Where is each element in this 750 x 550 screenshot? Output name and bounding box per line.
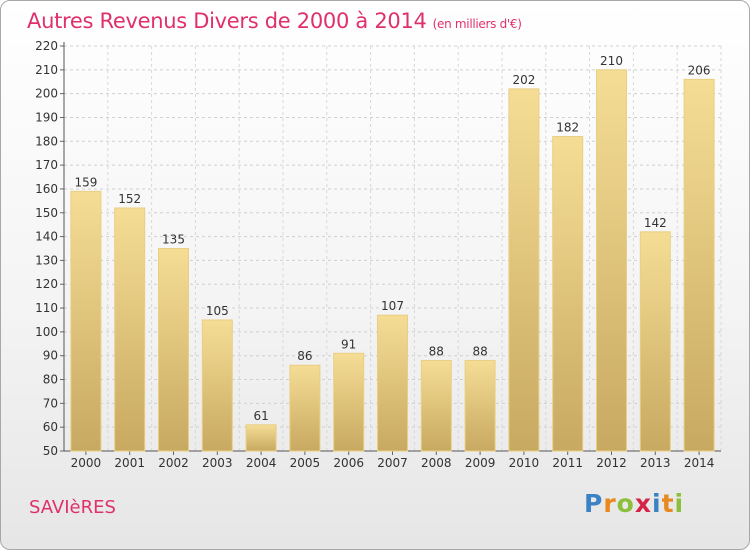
x-tick-label: 2014 <box>684 456 715 470</box>
bar-value-label: 86 <box>297 349 312 363</box>
x-tick-label: 2009 <box>465 456 496 470</box>
y-tick-label: 80 <box>43 373 58 387</box>
y-tick-label: 170 <box>35 158 58 172</box>
bar <box>158 248 189 452</box>
x-tick-label: 2002 <box>158 456 189 470</box>
bar <box>508 88 540 452</box>
bar-value-label: 159 <box>74 175 97 189</box>
bar-value-label: 206 <box>688 63 711 77</box>
y-tick-label: 160 <box>35 182 58 196</box>
y-tick-label: 210 <box>35 63 58 77</box>
x-tick-label: 2006 <box>333 456 364 470</box>
x-tick-label: 2000 <box>71 456 102 470</box>
bar-value-label: 210 <box>600 54 623 68</box>
bar-value-label: 182 <box>556 121 579 135</box>
bar <box>289 364 321 452</box>
y-tick-label: 100 <box>35 325 58 339</box>
y-tick-label: 110 <box>35 301 58 315</box>
x-tick-label: 2005 <box>290 456 321 470</box>
bar-value-label: 152 <box>118 192 141 206</box>
x-tick-label: 2007 <box>377 456 408 470</box>
bar <box>464 359 496 452</box>
bar <box>333 352 365 452</box>
y-tick-label: 90 <box>43 349 58 363</box>
bar <box>377 314 408 452</box>
chart-title: Autres Revenus Divers de 2000 à 2014 (en … <box>27 9 522 33</box>
chart-title-main: Autres Revenus Divers de 2000 à 2014 <box>27 9 427 33</box>
bar-value-label: 88 <box>429 344 444 358</box>
x-tick-label: 2008 <box>421 456 452 470</box>
y-tick-label: 130 <box>35 253 58 267</box>
proxiti-logo: Proxiti <box>584 489 685 518</box>
bar-value-label: 135 <box>162 233 185 247</box>
y-tick-label: 220 <box>35 39 58 53</box>
bar-value-label: 91 <box>341 337 356 351</box>
bar-value-label: 202 <box>512 73 535 87</box>
x-tick-label: 2003 <box>202 456 233 470</box>
bar-value-label: 61 <box>253 409 268 423</box>
y-tick-label: 200 <box>35 87 58 101</box>
chart-title-unit: (en milliers d'€) <box>432 17 522 31</box>
bar <box>552 136 584 452</box>
x-tick-label: 2004 <box>246 456 277 470</box>
x-tick-label: 2012 <box>596 456 627 470</box>
bar <box>70 190 102 452</box>
bar-value-label: 107 <box>381 299 404 313</box>
bar <box>420 359 452 452</box>
bar <box>114 207 146 452</box>
y-tick-label: 60 <box>43 420 58 434</box>
bar <box>245 424 277 452</box>
bar <box>683 78 715 452</box>
bar-value-label: 142 <box>644 216 667 230</box>
bar <box>596 69 627 452</box>
y-tick-label: 190 <box>35 110 58 124</box>
commune-name: SAVIèRES <box>29 497 116 518</box>
x-tick-label: 2010 <box>509 456 540 470</box>
y-tick-label: 120 <box>35 277 58 291</box>
bar-value-label: 88 <box>472 344 487 358</box>
x-tick-label: 2011 <box>552 456 583 470</box>
bars <box>70 69 715 452</box>
bar-value-label: 105 <box>206 304 229 318</box>
y-tick-label: 180 <box>35 134 58 148</box>
x-tick-label: 2013 <box>640 456 671 470</box>
y-tick-label: 140 <box>35 230 58 244</box>
bar <box>639 231 671 452</box>
bar <box>201 319 233 452</box>
y-tick-label: 70 <box>43 396 58 410</box>
y-tick-label: 150 <box>35 206 58 220</box>
data-labels: 159 152 135 105 61 86 91 107 88 88 202 182 210 142 206 <box>74 54 710 423</box>
y-tick-label: 50 <box>43 444 58 458</box>
x-tick-label: 2001 <box>114 456 145 470</box>
